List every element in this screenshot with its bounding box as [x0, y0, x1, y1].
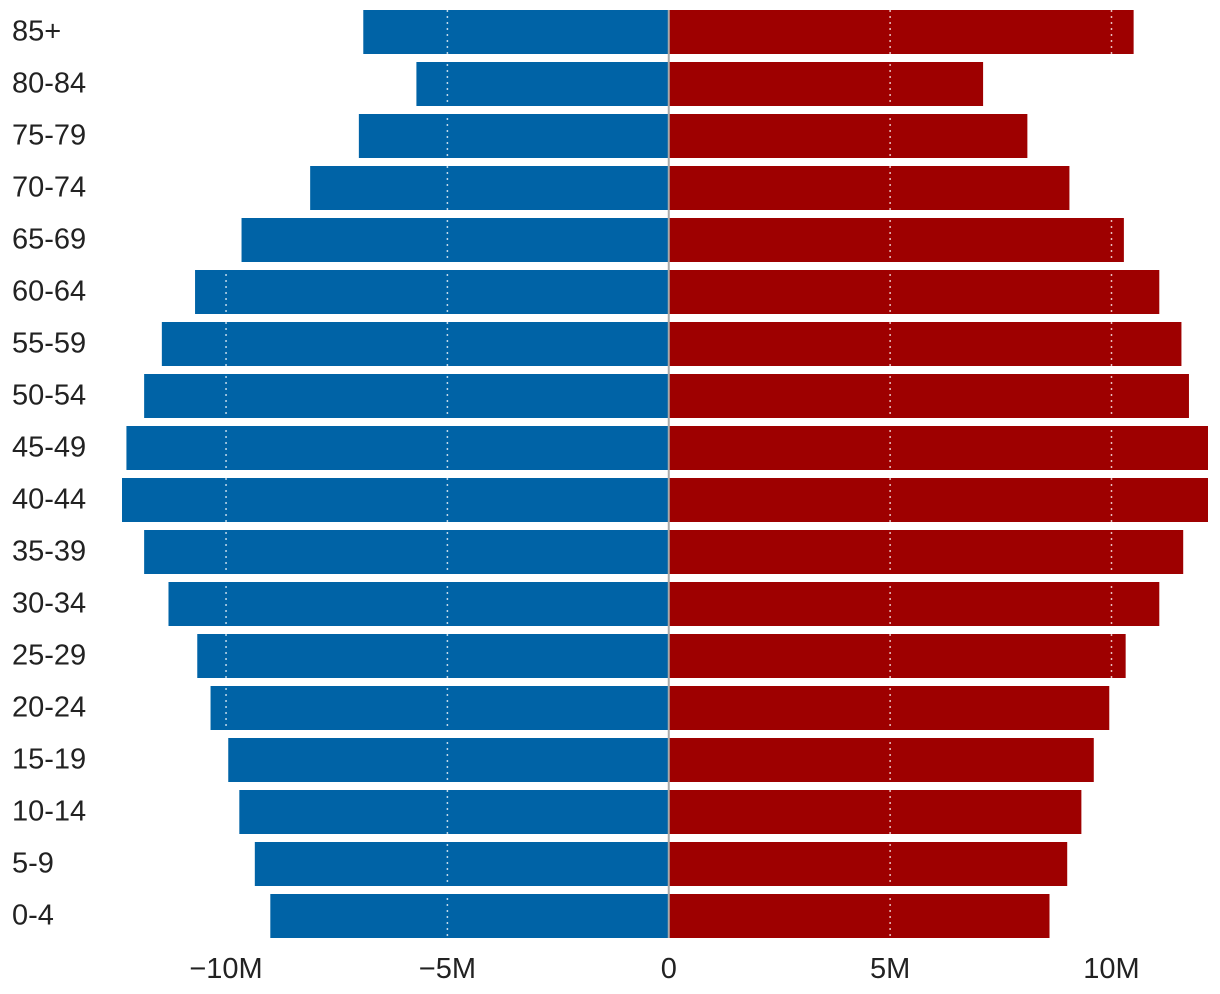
bar-left-85plus — [363, 10, 669, 54]
bar-right-85plus — [668, 10, 1134, 54]
bar-right-70-74 — [668, 166, 1070, 210]
x-tick-label-neg-5m: −5M — [419, 953, 476, 985]
bar-right-65-69 — [668, 218, 1124, 262]
x-tick-label-5m: 5M — [870, 953, 910, 985]
bar-left-60-64 — [195, 270, 669, 314]
age-label-55-59: 55-59 — [12, 328, 86, 360]
x-tick-label-0: 0 — [661, 953, 677, 985]
bar-right-5-9 — [668, 842, 1068, 886]
bar-left-50-54 — [144, 374, 669, 418]
age-label-80-84: 80-84 — [12, 68, 86, 100]
bar-left-20-24 — [210, 686, 669, 730]
age-label-0-4: 0-4 — [12, 900, 54, 932]
bar-left-45-49 — [126, 426, 669, 470]
bar-left-25-29 — [197, 634, 669, 678]
bar-right-60-64 — [668, 270, 1160, 314]
bar-right-55-59 — [668, 322, 1182, 366]
age-label-40-44: 40-44 — [12, 484, 86, 516]
bar-left-55-59 — [161, 322, 669, 366]
age-label-25-29: 25-29 — [12, 640, 86, 672]
grid-layer — [225, 10, 1113, 938]
age-label-75-79: 75-79 — [12, 120, 86, 152]
bar-left-10-14 — [239, 790, 669, 834]
bar-right-80-84 — [668, 62, 984, 106]
bar-right-50-54 — [668, 374, 1189, 418]
age-label-45-49: 45-49 — [12, 432, 86, 464]
x-tick-label-10m: 10M — [1083, 953, 1139, 985]
bar-left-5-9 — [254, 842, 669, 886]
y-axis-labels: 85+ 80-84 75-79 70-74 65-69 60-64 55-59 50-54 45… — [12, 16, 86, 932]
age-label-70-74: 70-74 — [12, 172, 86, 204]
bar-left-80-84 — [416, 62, 669, 106]
bar-right-10-14 — [668, 790, 1082, 834]
bar-right-35-39 — [668, 530, 1184, 574]
bar-left-15-19 — [228, 738, 669, 782]
x-tick-label-neg-10m: −10M — [189, 953, 262, 985]
bar-left-35-39 — [144, 530, 669, 574]
age-label-20-24: 20-24 — [12, 692, 86, 724]
bar-left-65-69 — [241, 218, 669, 262]
bar-right-75-79 — [668, 114, 1028, 158]
age-label-5-9: 5-9 — [12, 848, 54, 880]
age-label-60-64: 60-64 — [12, 276, 86, 308]
age-label-10-14: 10-14 — [12, 796, 86, 828]
x-axis-labels: −10M −5M 0 5M 10M — [189, 953, 1139, 985]
bar-left-75-79 — [358, 114, 669, 158]
bar-right-30-34 — [668, 582, 1160, 626]
age-label-15-19: 15-19 — [12, 744, 86, 776]
bar-left-70-74 — [310, 166, 669, 210]
bar-left-40-44 — [122, 478, 669, 522]
bars-layer — [122, 10, 1208, 938]
bar-right-15-19 — [668, 738, 1094, 782]
bar-right-0-4 — [668, 894, 1050, 938]
age-label-50-54: 50-54 — [12, 380, 86, 412]
bar-left-30-34 — [168, 582, 669, 626]
bar-right-20-24 — [668, 686, 1110, 730]
age-label-35-39: 35-39 — [12, 536, 86, 568]
bar-left-0-4 — [270, 894, 669, 938]
age-label-65-69: 65-69 — [12, 224, 86, 256]
bar-right-40-44 — [668, 478, 1208, 522]
age-label-85plus: 85+ — [12, 16, 61, 48]
bar-right-45-49 — [668, 426, 1208, 470]
age-label-30-34: 30-34 — [12, 588, 86, 620]
bar-right-25-29 — [668, 634, 1126, 678]
